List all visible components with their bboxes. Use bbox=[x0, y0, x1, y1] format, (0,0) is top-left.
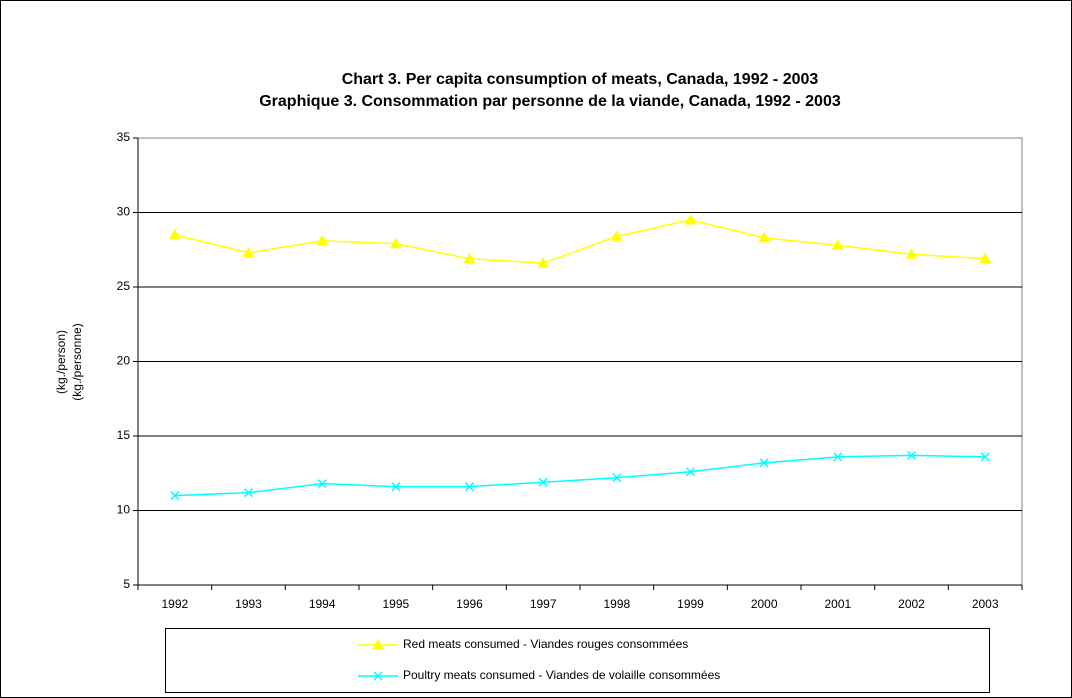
y-tick-label: 30 bbox=[117, 205, 131, 219]
y-tick-label: 20 bbox=[117, 354, 131, 368]
series-line bbox=[174, 219, 986, 264]
x-tick-label: 1996 bbox=[456, 597, 483, 611]
data-point bbox=[170, 491, 180, 501]
x-tick-label: 1995 bbox=[382, 597, 409, 611]
data-point bbox=[833, 452, 843, 462]
x-tick-label: 1997 bbox=[530, 597, 557, 611]
legend-marker bbox=[372, 638, 384, 650]
data-point bbox=[243, 488, 254, 498]
data-point bbox=[685, 467, 696, 477]
legend-marker bbox=[373, 671, 383, 681]
chart-title: Graphique 3. Consommation par personne d… bbox=[259, 93, 841, 110]
data-point bbox=[537, 257, 550, 268]
data-point bbox=[979, 252, 992, 264]
x-tick-label: 2000 bbox=[751, 597, 778, 611]
legend-label: Red meats consumed - Viandes rouges cons… bbox=[403, 637, 688, 651]
series-line bbox=[174, 454, 986, 497]
x-tick-label: 2002 bbox=[898, 597, 925, 611]
data-point bbox=[684, 213, 697, 225]
x-tick-label: 1992 bbox=[161, 597, 188, 611]
data-point bbox=[317, 479, 327, 489]
chart-title: Chart 3. Per capita consumption of meats… bbox=[342, 71, 819, 88]
data-point bbox=[168, 228, 181, 240]
data-point bbox=[391, 482, 401, 492]
legend-label: Poultry meats consumed - Viandes de vola… bbox=[403, 668, 720, 682]
data-point bbox=[612, 473, 622, 483]
y-axis-label: (kg./personne) bbox=[70, 323, 84, 400]
data-point bbox=[759, 458, 769, 468]
data-point bbox=[242, 246, 255, 258]
data-point bbox=[980, 452, 990, 462]
x-tick-label: 1998 bbox=[603, 597, 630, 611]
data-point bbox=[316, 234, 329, 246]
y-tick-label: 10 bbox=[117, 503, 131, 517]
data-point bbox=[758, 231, 771, 243]
x-tick-label: 2003 bbox=[972, 597, 999, 611]
x-tick-label: 2001 bbox=[824, 597, 851, 611]
data-point bbox=[464, 482, 475, 492]
data-point bbox=[463, 252, 476, 264]
x-tick-label: 1999 bbox=[677, 597, 704, 611]
x-tick-label: 1994 bbox=[309, 597, 336, 611]
y-tick-label: 15 bbox=[117, 428, 131, 442]
data-point bbox=[831, 239, 844, 250]
x-tick-label: 1993 bbox=[235, 597, 262, 611]
data-point bbox=[905, 248, 918, 259]
y-tick-label: 25 bbox=[117, 279, 131, 293]
y-tick-label: 5 bbox=[123, 577, 130, 591]
y-tick-label: 35 bbox=[117, 130, 131, 144]
y-axis-label: (kg./person) bbox=[54, 330, 68, 394]
data-point bbox=[538, 477, 548, 487]
data-point bbox=[610, 230, 623, 241]
data-point bbox=[906, 450, 917, 460]
legend-box bbox=[165, 628, 990, 693]
data-point bbox=[389, 237, 402, 249]
